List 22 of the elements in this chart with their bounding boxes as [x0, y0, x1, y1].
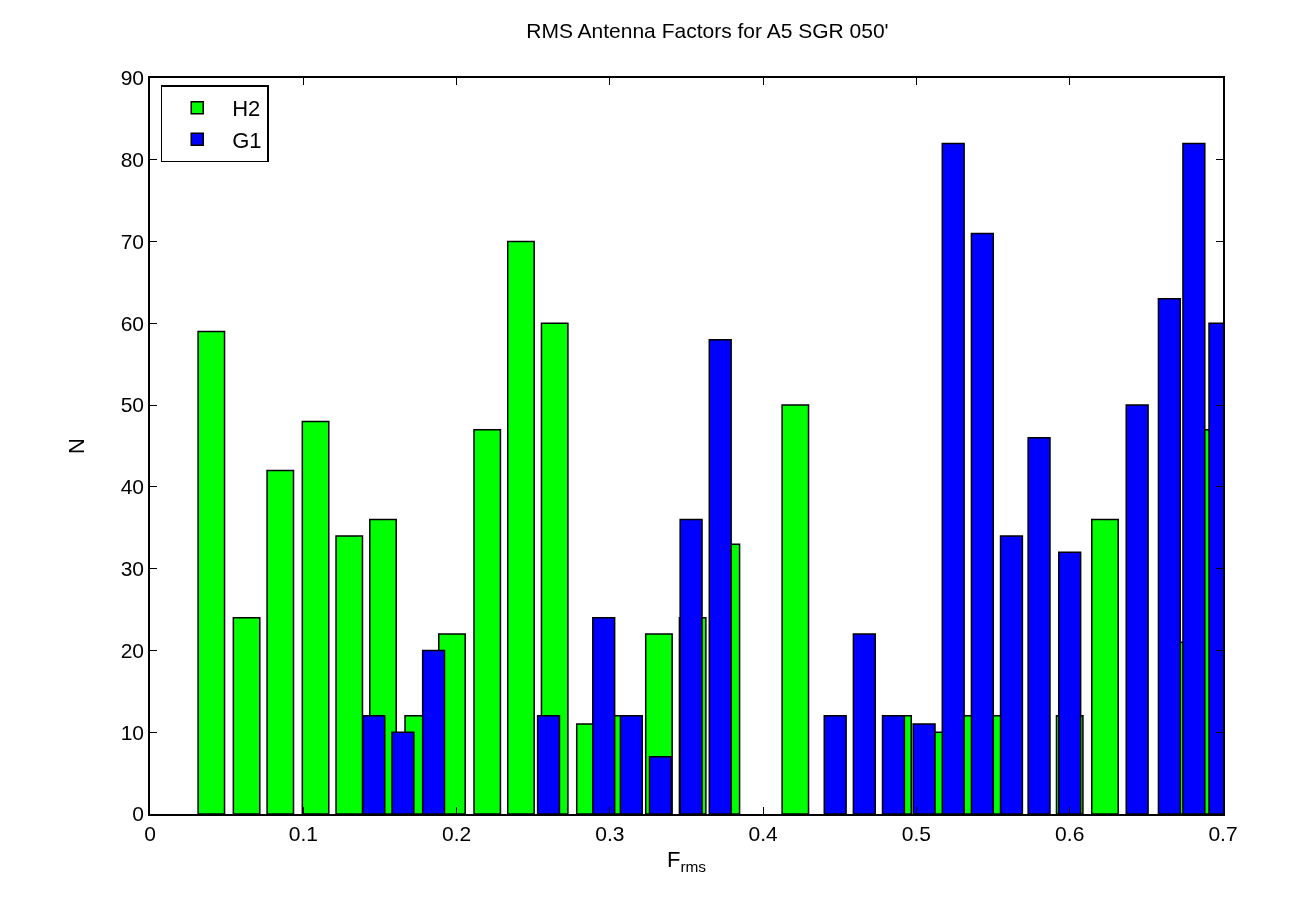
legend-label: G1: [232, 127, 262, 153]
y-tick-label: 30: [120, 557, 145, 581]
legend-label: H2: [232, 96, 261, 122]
x-axis-title: F$_{rms}$: [666, 847, 707, 875]
y-tick-label: 70: [120, 229, 145, 253]
y-tick-label: 80: [120, 148, 145, 172]
x-tick-label: 0.4: [748, 821, 779, 845]
x-tick-label: 0.5: [901, 821, 932, 845]
x-tick-label: 0.7: [1208, 821, 1238, 845]
y-tick-label: 20: [120, 638, 145, 662]
y-tick-label: 50: [120, 393, 145, 417]
chart-title: RMS Antenna Factors for A5 SGR 050': [526, 18, 889, 42]
x-tick-label: 0.6: [1055, 821, 1085, 845]
y-tick-label: 40: [120, 475, 145, 499]
y-tick-label: 90: [120, 66, 145, 90]
y-tick-label: 10: [120, 720, 145, 744]
x-tick-label: 0.2: [441, 821, 472, 845]
y-tick-label: 0: [132, 802, 145, 826]
x-tick-label: 0.1: [288, 821, 318, 845]
x-tick-label: 0.3: [595, 821, 625, 845]
y-tick-label: 60: [120, 311, 145, 335]
y-axis-title: N: [63, 438, 89, 454]
